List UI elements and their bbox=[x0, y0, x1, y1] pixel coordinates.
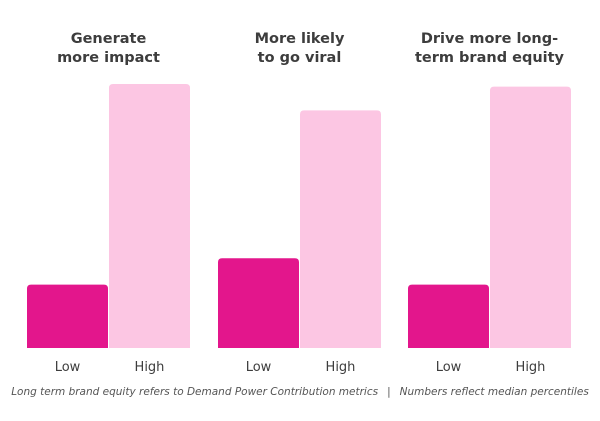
panel-3-bar-high bbox=[490, 86, 571, 348]
panel-1-tick-high: High bbox=[135, 360, 165, 375]
panel-3-tick-high: High bbox=[516, 360, 546, 375]
panel-1-bar-low bbox=[27, 284, 108, 348]
footnote-separator: | bbox=[387, 386, 391, 398]
panel-1-title-line-2: more impact bbox=[57, 50, 160, 66]
panel-2-title-line-1: More likely bbox=[255, 31, 345, 47]
panel-3-title-line-2: term brand equity bbox=[415, 50, 565, 66]
footnote-right: Numbers reflect median percentiles bbox=[399, 386, 589, 398]
panel-1-tick-low: Low bbox=[55, 360, 81, 375]
panel-2-bar-high bbox=[300, 110, 381, 349]
panel-1-title-line-1: Generate bbox=[71, 31, 147, 47]
panel-2-tick-low: Low bbox=[246, 360, 272, 375]
panel-2-bar-low bbox=[218, 258, 299, 348]
panel-1-bar-high bbox=[109, 84, 190, 348]
footnote-left: Long term brand equity refers to Demand … bbox=[11, 386, 379, 398]
panel-2-tick-high: High bbox=[326, 360, 356, 375]
footnote: Long term brand equity refers to Demand … bbox=[0, 386, 600, 398]
panel-2-title-line-2: to go viral bbox=[258, 50, 342, 66]
panel-3-bar-low bbox=[408, 284, 489, 348]
panel-3-tick-low: Low bbox=[436, 360, 462, 375]
panel-3-title-line-1: Drive more long- bbox=[421, 31, 558, 47]
